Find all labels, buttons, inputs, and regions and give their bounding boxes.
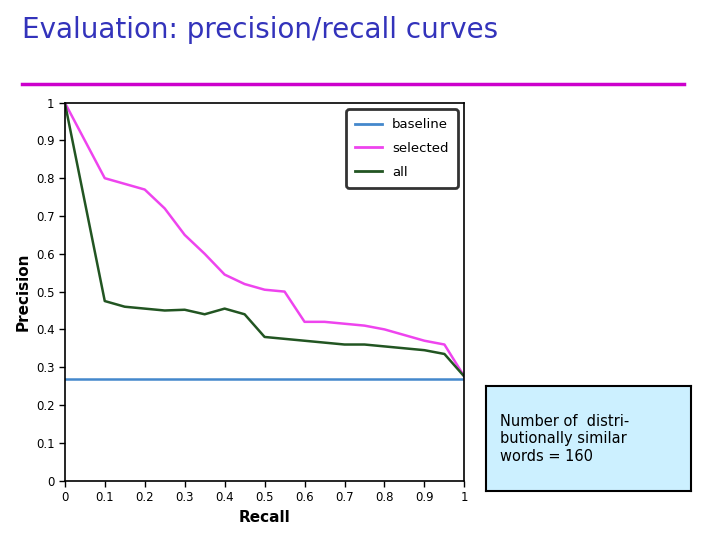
Text: Evaluation: precision/recall curves: Evaluation: precision/recall curves bbox=[22, 16, 498, 44]
Text: Number of  distri-
butionally similar
words = 160: Number of distri- butionally similar wor… bbox=[500, 414, 629, 464]
X-axis label: Recall: Recall bbox=[239, 510, 290, 524]
Y-axis label: Precision: Precision bbox=[15, 252, 30, 331]
Legend: baseline, selected, all: baseline, selected, all bbox=[346, 109, 458, 188]
